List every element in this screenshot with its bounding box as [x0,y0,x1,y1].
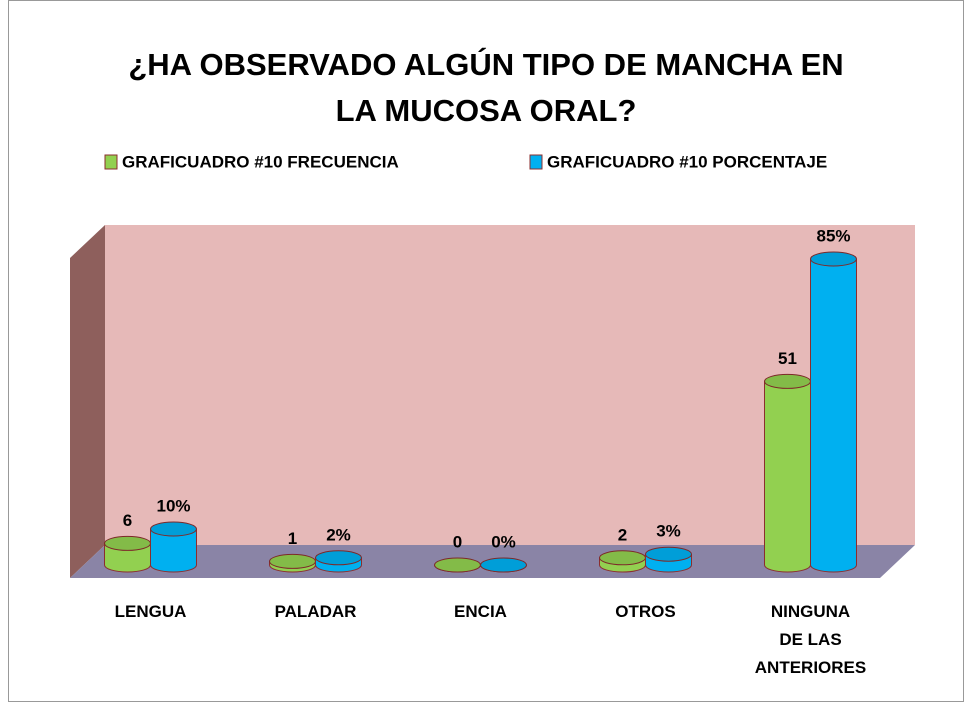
cylinder-top [480,557,527,573]
cylinder-body [764,380,811,573]
value-label: 0 [453,532,462,551]
cylinder-top [269,553,316,569]
side-wall [70,225,105,578]
legend-label: GRAFICUADRO #10 PORCENTAJE [547,152,827,171]
value-label: 3% [656,522,681,541]
chart-frame [8,0,964,702]
cylinder-top [150,521,197,537]
cylinder-top [810,251,857,267]
x-tick-label: ENCIA [454,602,507,621]
value-label: 10% [156,496,190,515]
cylinder [599,550,646,573]
value-label: 1 [288,529,297,548]
cylinder [645,546,692,573]
cylinder [764,373,811,573]
back-wall [105,225,915,545]
cylinder-body [810,258,857,573]
cylinder [269,553,316,573]
cylinder-top [315,550,362,566]
value-label: 2 [618,525,627,544]
value-label: 0% [491,532,516,551]
value-label: 51 [778,349,797,368]
cylinder-body [104,542,151,573]
cylinder-top [104,535,151,551]
cylinder-top [645,546,692,562]
legend-swatch [529,154,543,170]
value-label: 85% [816,226,850,245]
cylinder [150,521,197,573]
x-tick-label: PALADAR [274,602,357,621]
x-tick-label: OTROS [615,602,676,621]
legend-label: GRAFICUADRO #10 FRECUENCIA [122,152,399,171]
cylinder-body [150,528,197,573]
value-label: 6 [123,511,132,530]
chart-title: ¿HA OBSERVADO ALGÚN TIPO DE MANCHA EN LA… [128,47,844,128]
cylinder-top [764,373,811,389]
cylinder [810,251,857,573]
cylinder [104,535,151,573]
cylinder [433,557,482,573]
value-label: 2% [326,525,351,544]
cylinder-top [599,550,646,566]
cylinder [315,550,362,573]
x-tick-label: LENGUA [114,602,187,621]
cylinder-top [434,557,481,573]
x-tick-label: NINGUNA DE LAS ANTERIORES [754,602,867,677]
legend-swatch [104,154,118,170]
cylinder [479,557,528,573]
